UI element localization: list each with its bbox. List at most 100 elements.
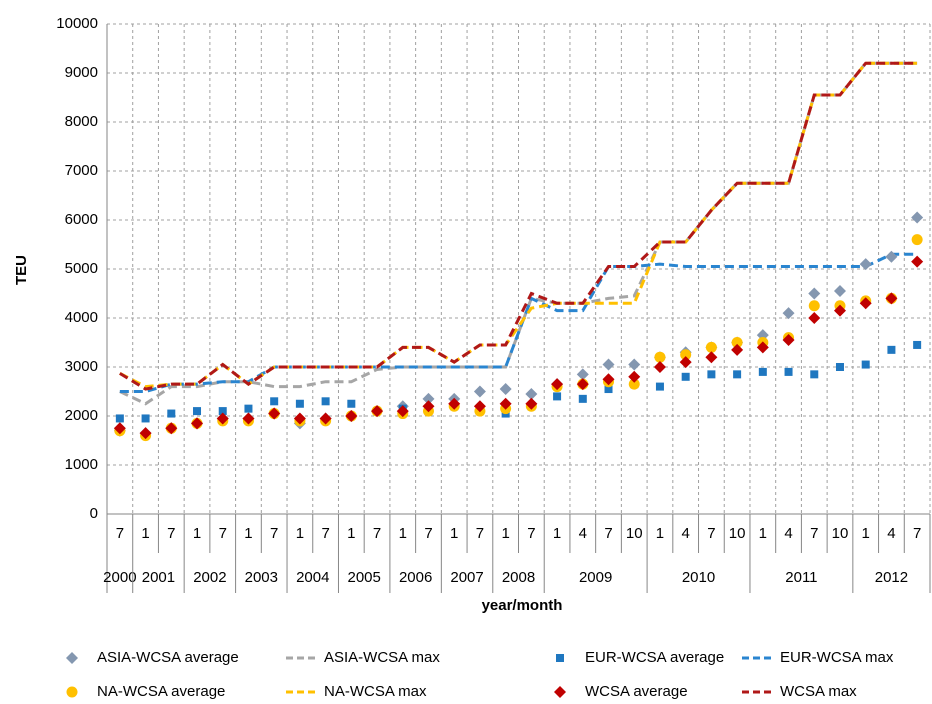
x-group-label: 2002 [193, 569, 226, 586]
data-point [499, 397, 512, 410]
data-point [602, 358, 615, 371]
x-tick-label: 1 [450, 525, 458, 542]
legend-label: WCSA max [780, 683, 857, 700]
data-point [628, 370, 641, 383]
y-tick-label: 5000 [65, 260, 98, 277]
x-group-label: 2010 [682, 569, 715, 586]
data-point [859, 258, 872, 271]
legend-swatch [66, 686, 78, 698]
data-point [576, 368, 589, 381]
data-point [733, 370, 742, 379]
x-tick-label: 7 [913, 525, 921, 542]
data-point [115, 414, 124, 423]
data-point [345, 410, 358, 422]
data-point [859, 297, 872, 310]
legend-label: EUR-WCSA average [585, 649, 724, 666]
data-point [887, 345, 896, 354]
x-tick-label: 1 [347, 525, 355, 542]
data-point [347, 399, 356, 408]
data-point [833, 285, 846, 298]
data-point [525, 397, 538, 410]
x-tick-label: 1 [553, 525, 561, 542]
data-point [422, 400, 435, 413]
data-point [525, 387, 538, 400]
data-point [731, 337, 743, 348]
legend-swatch [554, 686, 566, 698]
x-group-label: 2011 [785, 569, 817, 586]
data-point [756, 341, 769, 354]
series-line [119, 252, 918, 393]
data-point [473, 400, 486, 413]
x-tick-label: 7 [167, 525, 175, 542]
data-point [167, 409, 176, 418]
y-tick-label: 8000 [65, 113, 98, 130]
data-point [139, 427, 152, 440]
legend-label: ASIA-WCSA average [97, 649, 239, 666]
data-point [705, 341, 717, 353]
y-tick-label: 9000 [65, 64, 98, 81]
x-tick-label: 7 [373, 525, 381, 542]
x-group-label: 2001 [142, 569, 175, 586]
data-point [833, 304, 846, 317]
x-tick-label: 4 [784, 525, 792, 542]
data-point [707, 370, 716, 379]
x-tick-label: 7 [604, 525, 612, 542]
data-point [885, 250, 898, 263]
data-point [808, 300, 820, 312]
y-tick-label: 4000 [65, 309, 98, 326]
y-tick-label: 3000 [65, 358, 98, 375]
x-group-label: 2004 [296, 569, 329, 586]
data-point [293, 412, 306, 425]
data-point [628, 378, 640, 390]
x-tick-label: 7 [321, 525, 329, 542]
legend-label: WCSA average [585, 683, 688, 700]
x-tick-label: 1 [296, 525, 304, 542]
data-point [270, 397, 279, 406]
data-point [782, 334, 795, 347]
data-point [913, 340, 922, 349]
x-tick-label: 10 [729, 525, 746, 542]
y-tick-label: 7000 [65, 162, 98, 179]
x-group-label: 2006 [399, 569, 432, 586]
data-point [758, 367, 767, 376]
data-point [242, 412, 255, 425]
y-tick-label: 10000 [56, 15, 98, 32]
x-tick-label: 1 [656, 525, 664, 542]
data-point [911, 255, 924, 268]
data-point [551, 378, 564, 391]
x-tick-label: 7 [810, 525, 818, 542]
data-point [244, 404, 253, 413]
data-point [705, 351, 718, 364]
x-tick-label: 1 [862, 525, 870, 542]
x-tick-label: 7 [527, 525, 535, 542]
data-point [654, 351, 666, 363]
data-point [680, 349, 692, 361]
x-tick-label: 4 [682, 525, 690, 542]
x-tick-label: 7 [476, 525, 484, 542]
data-point [604, 385, 613, 394]
data-point [473, 385, 486, 398]
data-point [911, 234, 923, 246]
data-point [422, 392, 435, 405]
y-axis-title: TEU [13, 255, 30, 285]
x-tick-label: 7 [270, 525, 278, 542]
x-tick-label: 4 [887, 525, 895, 542]
x-tick-label: 1 [399, 525, 407, 542]
data-point [731, 343, 744, 356]
data-point [216, 412, 229, 425]
data-point [911, 211, 924, 224]
x-group-label: 2003 [245, 569, 278, 586]
data-point [655, 382, 664, 391]
data-point [602, 373, 615, 386]
x-axis-title: year/month [482, 597, 563, 614]
data-point [499, 383, 512, 396]
legend-label: ASIA-WCSA max [324, 649, 440, 666]
data-point [679, 356, 692, 369]
data-point [861, 360, 870, 369]
data-point [141, 414, 150, 423]
data-point [321, 397, 330, 406]
x-tick-label: 7 [116, 525, 124, 542]
x-group-label: 2007 [450, 569, 483, 586]
x-tick-label: 10 [832, 525, 849, 542]
